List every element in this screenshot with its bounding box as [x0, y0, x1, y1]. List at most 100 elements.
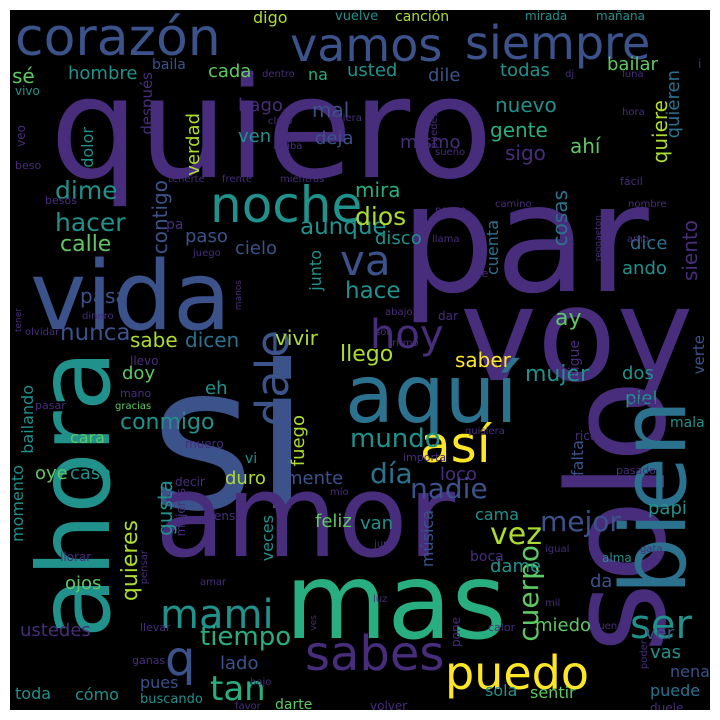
cloud-word: vida	[30, 242, 232, 352]
cloud-word: pongo	[435, 205, 467, 216]
cloud-word: manos	[234, 280, 244, 311]
cloud-word: dolor	[78, 127, 97, 168]
cloud-word: ganas	[132, 654, 166, 667]
cloud-word: sentir	[530, 683, 576, 702]
cloud-word: da	[590, 571, 613, 592]
cloud-word: si	[150, 323, 310, 556]
cloud-word: nombre	[628, 199, 667, 210]
cloud-word: dime	[55, 176, 118, 205]
cloud-word: pensar	[139, 550, 150, 585]
cloud-word: puedo	[445, 646, 589, 700]
cloud-word: amo	[627, 234, 649, 245]
cloud-word: buena	[592, 621, 624, 632]
cloud-word: llama	[432, 234, 460, 245]
cloud-word: baila	[152, 57, 186, 73]
cloud-word: claro	[268, 116, 293, 127]
cloud-word: vamos	[290, 18, 443, 72]
cloud-word: abajo	[385, 307, 413, 318]
cloud-word: hora	[622, 107, 645, 118]
cloud-word: vivir	[275, 326, 319, 350]
cloud-word: nadie	[410, 472, 488, 505]
cloud-word: q	[165, 631, 196, 687]
cloud-word: llorar	[60, 550, 92, 564]
cloud-word: dice	[630, 233, 668, 254]
cloud-word: bailar	[607, 54, 658, 75]
cloud-word: fácil	[620, 175, 643, 188]
cloud-word: hoy	[370, 312, 444, 358]
cloud-word: ay	[555, 306, 582, 331]
cloud-word: vez	[490, 517, 542, 552]
cloud-word: bajo	[250, 677, 272, 688]
cloud-word: loco	[440, 464, 477, 485]
cloud-word: conmigo	[120, 410, 215, 435]
cloud-word: falta	[568, 440, 587, 476]
cloud-word: ve	[475, 267, 489, 280]
cloud-word: luz	[373, 594, 388, 605]
cloud-word: quiera	[330, 113, 362, 124]
cloud-word: pasa	[80, 284, 128, 308]
cloud-word: frente	[222, 174, 252, 185]
cloud-word: saber	[455, 348, 511, 372]
cloud-word: pasar	[35, 399, 66, 412]
cloud-word: tenerte	[168, 174, 205, 185]
cloud-word: boca	[470, 549, 504, 565]
cloud-word: sabe	[130, 328, 178, 352]
cloud-word: quiero	[50, 48, 493, 211]
cloud-word: ahí	[570, 134, 601, 158]
cloud-word: darte	[275, 697, 313, 710]
cloud-word: hombre	[68, 63, 138, 84]
cloud-word: mientras	[280, 174, 325, 185]
cloud-word: muero	[185, 437, 224, 451]
cloud-word: ser	[630, 602, 692, 648]
cloud-word: hace	[345, 278, 401, 304]
cloud-word: dj	[565, 69, 575, 80]
cloud-word: buscando	[140, 692, 203, 707]
cloud-word: después	[138, 72, 156, 135]
cloud-word: ritmo	[392, 338, 419, 349]
cloud-word: ahora	[16, 350, 133, 639]
cloud-word: ando	[622, 258, 667, 279]
cloud-word: día	[370, 457, 413, 490]
cloud-word: dinero	[82, 311, 114, 322]
cloud-word: pasado	[616, 464, 656, 477]
cloud-word: van	[360, 513, 394, 534]
cloud-word: deja	[315, 128, 354, 149]
cloud-word: sigo	[505, 141, 546, 165]
cloud-word: vas	[650, 642, 682, 663]
cloud-word: oye	[35, 463, 68, 484]
cloud-word: amor	[155, 450, 456, 584]
cloud-word: mío	[330, 487, 349, 498]
cloud-word: cara	[70, 428, 105, 447]
cloud-word: pues	[140, 673, 179, 692]
cloud-word: vi	[245, 451, 258, 467]
cloud-word: momento	[10, 465, 27, 543]
cloud-word: tan	[210, 669, 266, 709]
cloud-word: sé	[12, 64, 35, 88]
cloud-word: tiempo	[200, 622, 292, 652]
cloud-word: mejor	[540, 505, 621, 538]
cloud-word: ojos	[65, 573, 102, 594]
cloud-word: mal	[312, 98, 350, 122]
cloud-word: ven	[238, 126, 272, 147]
cloud-word: cama	[475, 505, 519, 524]
cloud-word: mujeres	[174, 488, 188, 537]
cloud-word: mujer	[525, 362, 590, 387]
cloud-word: beso	[15, 159, 42, 172]
cloud-word: importa	[403, 451, 447, 464]
cloud-word: casa	[70, 463, 112, 484]
cloud-word: papi	[648, 498, 687, 519]
cloud-word: quisiera	[465, 426, 505, 437]
cloud-word: calle	[60, 232, 112, 257]
cloud-word: reggaeton	[594, 215, 604, 262]
cloud-word: olvidar	[25, 327, 60, 338]
cloud-word: dios	[355, 202, 407, 231]
cloud-word: música	[418, 510, 437, 568]
cloud-word: puede	[650, 681, 701, 700]
cloud-word: quieren	[663, 70, 684, 139]
cloud-word: bailando	[18, 385, 37, 454]
cloud-word: mirada	[525, 10, 568, 23]
cloud-word: dentro	[262, 69, 295, 80]
cloud-word: amar	[200, 577, 227, 588]
cloud-word: digo	[253, 10, 288, 27]
cloud-word: así	[420, 416, 491, 474]
